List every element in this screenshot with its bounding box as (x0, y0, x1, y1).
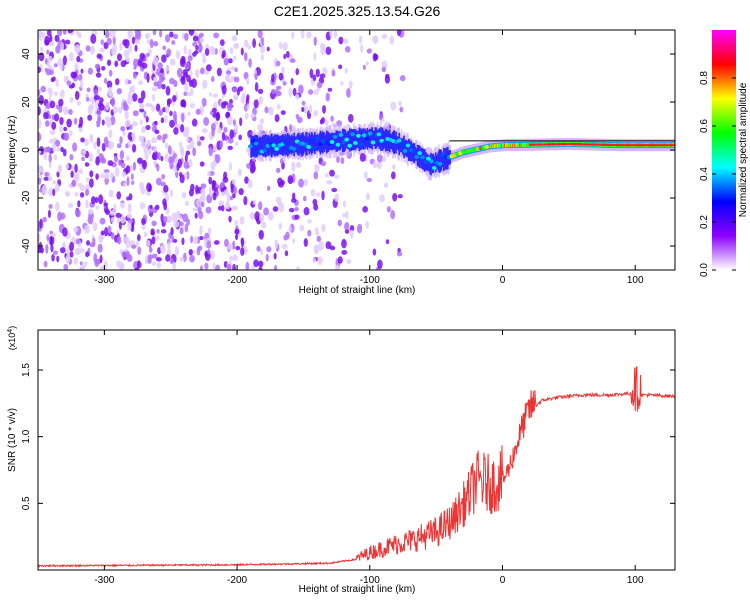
snr-series-line (38, 366, 675, 568)
snr-y-label: SNR (10 * v/v) (7, 408, 18, 472)
snr-y-tick-label: 1.0 (21, 429, 32, 443)
colorbar-tick-label: 0.2 (699, 215, 710, 229)
snr-panel: -300 -200 -100 0 100 0.5 1.0 1.5 Height of str… (7, 326, 676, 595)
snr-x-tick-label: 0 (500, 575, 506, 586)
spectrogram-y-tick-label: 40 (21, 48, 32, 60)
snr-y-tick-label: 0.5 (21, 496, 32, 510)
snr-x-tick-label: 100 (627, 575, 644, 586)
colorbar-tick-label: 0.4 (699, 167, 710, 181)
snr-multiplier-close: ) (7, 326, 17, 329)
snr-x-tick-label: -200 (227, 575, 247, 586)
colorbar-tick-label: 0.6 (699, 119, 710, 133)
snr-multiplier: (x104) (7, 326, 18, 350)
snr-y-ticks: 0.5 1.0 1.5 (21, 363, 675, 510)
snr-x-tick-label: -300 (94, 575, 114, 586)
colorbar-label: Normalized spectral amplitude (738, 82, 749, 217)
colorbar: 0.0 0.2 0.4 0.6 0.8 Normalized spectral ampl… (699, 30, 749, 277)
spectrogram-x-label: Height of straight line (km) (299, 285, 416, 296)
colorbar-tick-label: 0.8 (699, 71, 710, 85)
spectrogram-x-ticks: -300 -200 -100 0 100 (94, 30, 644, 286)
snr-multiplier-base: (x10 (7, 333, 17, 351)
snr-y-tick-label: 1.5 (21, 363, 32, 377)
spectrogram-x-tick-label: -300 (94, 275, 114, 286)
spectrogram-y-label: Frequency (Hz) (7, 116, 18, 185)
colorbar-ticks: 0.0 0.2 0.4 0.6 0.8 (699, 71, 736, 277)
colorbar-gradient (712, 30, 736, 270)
spectrogram-x-tick-label: -200 (227, 275, 247, 286)
snr-x-tick-label: -100 (360, 575, 380, 586)
spectrogram-noise (38, 30, 406, 270)
spectrogram-y-tick-label: 20 (21, 96, 32, 108)
snr-x-ticks: -300 -200 -100 0 100 (94, 330, 644, 586)
spectrogram-x-tick-label: -100 (360, 275, 380, 286)
spectrogram-x-tick-label: 0 (500, 275, 506, 286)
snr-x-label: Height of straight line (km) (299, 584, 416, 595)
spectrogram-x-tick-label: 100 (627, 275, 644, 286)
snr-multiplier-exp: 4 (7, 329, 14, 333)
spectrogram-y-ticks: -40 -20 0 20 40 (21, 48, 675, 253)
spectrogram-ridge (248, 122, 675, 181)
figure-title: C2E1.2025.325.13.54.G26 (274, 3, 441, 19)
spectrogram-y-tick-label: 0 (21, 147, 32, 153)
colorbar-tick-label: 0.0 (699, 263, 710, 277)
snr-frame (37, 329, 676, 571)
spectrogram-y-tick-label: -20 (21, 190, 32, 205)
spectrogram-y-tick-label: -40 (21, 238, 32, 253)
